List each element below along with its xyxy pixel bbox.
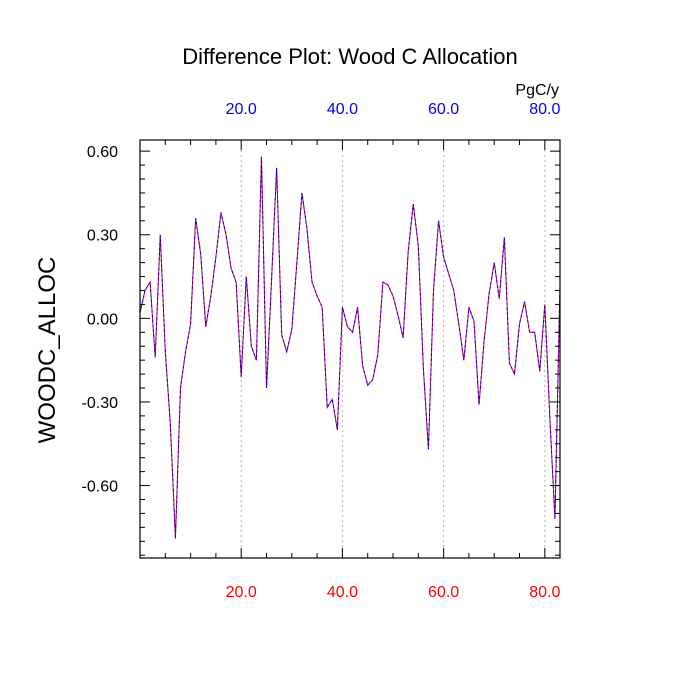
y-tick-label: 0.00 — [87, 311, 118, 328]
y-axis-label: WOODC_ALLOC — [34, 257, 61, 444]
x-tick-label-top: 20.0 — [226, 101, 257, 118]
x-tick-label-bottom: 80.0 — [529, 584, 560, 601]
y-tick-label: -0.60 — [82, 479, 119, 496]
series-line-dashed — [139, 156, 561, 539]
y-tick-label: -0.30 — [82, 395, 119, 412]
series-line-solid — [139, 156, 561, 539]
y-tick-label: 0.30 — [87, 228, 118, 245]
chart-title: Difference Plot: Wood C Allocation — [182, 44, 517, 69]
units-label: PgC/y — [515, 82, 559, 99]
axis-ticks — [140, 140, 560, 558]
x-tick-label-top: 60.0 — [428, 101, 459, 118]
x-tick-label-top: 80.0 — [529, 101, 560, 118]
x-tick-label-top: 40.0 — [327, 101, 358, 118]
y-tick-label: 0.60 — [87, 144, 118, 161]
plot-frame — [139, 139, 561, 559]
series-lines — [139, 156, 561, 539]
x-tick-label-bottom: 60.0 — [428, 584, 459, 601]
tick-labels: 20.0 20.0 40.0 40.0 60.0 60.0 80.0 80.0 0.60 0.30… — [82, 101, 561, 601]
grid-lines — [240, 140, 546, 558]
x-tick-label-bottom: 40.0 — [327, 584, 358, 601]
x-tick-label-bottom: 20.0 — [226, 584, 257, 601]
